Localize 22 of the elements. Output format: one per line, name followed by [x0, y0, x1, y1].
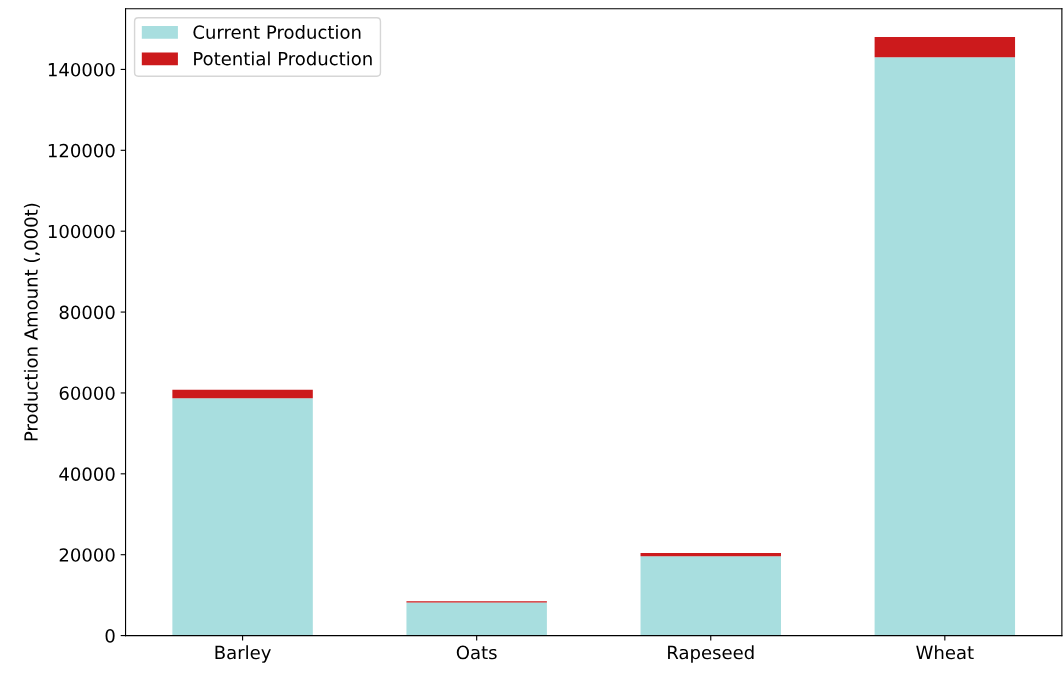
bar [172, 398, 313, 636]
bar [874, 57, 1016, 636]
x-tick-label: Barley [215, 645, 271, 663]
x-tick-label: Oats [456, 645, 497, 660]
bar [406, 602, 547, 636]
bar [874, 37, 1016, 58]
legend-label: Potential Production [194, 51, 372, 66]
y-tick-label: 80000 [59, 305, 115, 320]
legend-label: Current Production [193, 25, 361, 39]
y-tick-label: 120000 [48, 143, 115, 158]
y-tick-label: 20000 [59, 548, 115, 562]
x-tick-label: Rapeseed [668, 645, 754, 663]
bar [640, 553, 781, 557]
y-tick-label: 60000 [59, 386, 115, 401]
y-tick-label: 140000 [48, 62, 115, 77]
y-tick-label: 100000 [48, 224, 115, 239]
y-tick-label: 40000 [59, 467, 115, 481]
y-tick-label: 0 [105, 629, 115, 643]
x-tick-label: Wheat [916, 645, 974, 660]
bar [172, 389, 313, 399]
y-axis-title: Production Amount (,000t) [23, 203, 40, 441]
bar [640, 556, 781, 636]
